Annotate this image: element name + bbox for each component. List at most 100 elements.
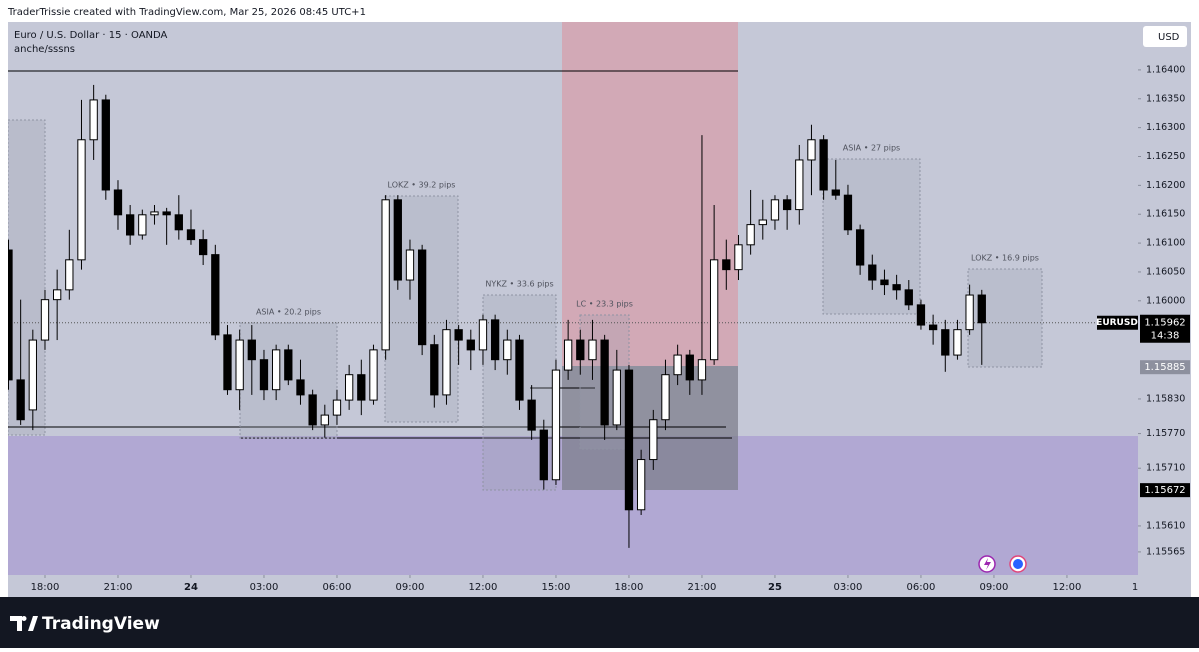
current-price-tag — [1140, 314, 1190, 343]
candle-body — [600, 339, 609, 426]
drawings — [8, 22, 1138, 575]
candle-body — [247, 339, 256, 361]
x-tick-label: 25 — [768, 582, 782, 593]
x-tick-label: 12:00 — [469, 582, 498, 593]
symbol-title: Euro / U.S. Dollar · 15 · OANDA — [14, 30, 168, 41]
candle-body — [223, 334, 232, 391]
candle-body — [28, 339, 37, 411]
y-tick-label: 1.16050 — [1146, 266, 1185, 277]
x-tick-label: 03:00 — [834, 582, 863, 593]
candles — [8, 84, 1138, 548]
candle-body — [198, 239, 208, 256]
event-dot — [1013, 559, 1023, 569]
price-tag-label: 1.15885 — [1144, 362, 1185, 373]
currency-button[interactable] — [1143, 26, 1187, 47]
symbol-tag-label: EURUSD — [1096, 318, 1138, 328]
x-tick-label: 15: — [1132, 582, 1148, 593]
candle-body — [369, 349, 378, 401]
time-axis: 18:00 21:00 24 03:00 06:00 09:00 12:00 15:00 18:… — [31, 575, 1148, 593]
session-box — [8, 119, 46, 436]
price-tag — [1140, 360, 1190, 375]
candle-body — [758, 219, 767, 226]
candle-body — [563, 339, 573, 371]
y-tick-label: 1.16350 — [1146, 93, 1185, 104]
candle-body — [442, 329, 451, 396]
price-tag-label: 1.15672 — [1144, 485, 1185, 496]
candle-body — [8, 249, 13, 381]
candle-body — [490, 319, 500, 361]
y-tick-label: 1.16000 — [1146, 295, 1185, 306]
candle-body — [344, 374, 354, 401]
session-label: NYKZ • 33.6 pips — [485, 280, 553, 289]
candle-body — [734, 244, 743, 271]
y-tick-label: 1.16100 — [1146, 238, 1185, 249]
candle-body — [588, 339, 597, 361]
y-tick-label: 1.15830 — [1146, 393, 1185, 404]
candle-body — [478, 319, 488, 351]
candle-body — [332, 399, 342, 416]
candle-body — [381, 199, 390, 351]
caption: TraderTrissie created with TradingView.c… — [7, 7, 366, 18]
y-tick-label: 1.16250 — [1146, 151, 1185, 162]
candle-body — [685, 354, 694, 381]
candle-body — [636, 459, 646, 511]
session-label: LC • 23.3 pips — [576, 300, 633, 309]
candle-body — [162, 211, 171, 216]
currency-label[interactable]: USD — [1158, 32, 1180, 43]
candle-body — [186, 229, 196, 241]
candle-body — [503, 339, 512, 361]
y-tick-label: 1.16300 — [1146, 122, 1185, 133]
session-label: LOKZ • 39.2 pips — [388, 181, 456, 190]
candle-body — [843, 194, 853, 231]
candle-body — [515, 339, 524, 401]
candle-body — [782, 199, 792, 211]
candle-body — [673, 354, 682, 376]
candle-body — [284, 349, 293, 381]
candle-body — [405, 249, 415, 281]
session-box — [822, 158, 921, 315]
candle-body — [16, 379, 25, 421]
candle-body — [928, 324, 938, 331]
y-tick-label: 1.15565 — [1146, 546, 1185, 557]
candle-body — [53, 289, 62, 301]
candle-body — [40, 299, 50, 341]
candle-body — [868, 264, 877, 281]
price-tag — [1140, 483, 1190, 498]
y-tick-label: 1.16400 — [1146, 64, 1185, 75]
x-tick-label: 12:00 — [1053, 582, 1082, 593]
x-tick-label: 24 — [184, 582, 198, 593]
candle-body — [393, 199, 402, 281]
candle-body — [259, 359, 269, 391]
x-tick-label: 03:00 — [250, 582, 279, 593]
candle-body — [831, 189, 840, 196]
candle-body — [770, 199, 780, 221]
candle-body — [417, 249, 427, 346]
candle-body — [211, 254, 220, 336]
y-tick-label: 1.15770 — [1146, 428, 1185, 439]
candle-body — [722, 259, 731, 271]
session-boxes: ASIA • 20.2 pips LOKZ • 39.2 pips NYKZ • 3… — [239, 144, 1043, 491]
symbol-tag — [1097, 315, 1138, 330]
candle-body — [235, 339, 244, 391]
x-tick-label: 21:00 — [688, 582, 717, 593]
candle-body — [977, 294, 986, 324]
y-tick-label: 1.16150 — [1146, 209, 1185, 220]
x-tick-label: 06:00 — [907, 582, 936, 593]
candle-body — [709, 259, 719, 361]
countdown-label: 14:38 — [1151, 331, 1180, 342]
stop-zone — [562, 22, 738, 366]
candle-body — [527, 399, 536, 431]
candle-body — [819, 139, 828, 191]
candle-body — [454, 329, 463, 341]
y-tick-label: 1.15710 — [1146, 463, 1185, 474]
y-tick-label: 1.16200 — [1146, 180, 1185, 191]
candle-body — [576, 339, 585, 361]
logo-mark — [10, 616, 38, 631]
x-tick-label: 18:00 — [31, 582, 60, 593]
axes: 1.16400 1.16350 1.16300 1.16250 1.16200 1.161… — [31, 64, 1190, 593]
candle-body — [101, 99, 110, 191]
x-tick-label: 15:00 — [542, 582, 571, 593]
candle-body — [539, 429, 548, 481]
